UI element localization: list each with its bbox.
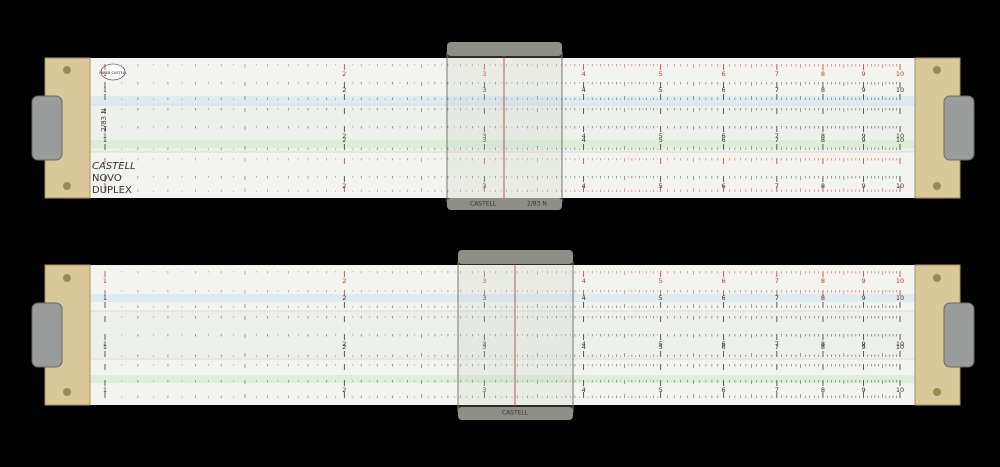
screw	[63, 182, 71, 190]
scale-number: 9	[862, 343, 866, 351]
scale-number: 2	[342, 277, 346, 285]
scale-number: 9	[862, 136, 866, 144]
screw	[63, 66, 71, 74]
page: FABER CASTELL 2/83 N CASTELL NOVO DUPLEX…	[0, 0, 1000, 467]
scale-number: 2	[342, 70, 346, 78]
scale-number: 2	[342, 86, 346, 94]
scale-number: 2	[342, 294, 346, 302]
scale-number: 10	[896, 277, 904, 285]
scale-number: 8	[821, 70, 825, 78]
scale-number: 7	[775, 136, 779, 144]
cursor-frame	[447, 42, 562, 56]
scale-number: 7	[775, 277, 779, 285]
clip	[32, 303, 62, 367]
cursor-label: 2/83 N	[527, 201, 547, 208]
scale-number: 4	[582, 294, 586, 302]
scale-number: 4	[582, 343, 586, 351]
scale-number: 1	[103, 86, 107, 94]
scale-number: 5	[659, 70, 663, 78]
screw	[63, 274, 71, 282]
scale-number: 5	[659, 277, 663, 285]
scale-number: 8	[821, 86, 825, 94]
scale-number: 1	[103, 70, 107, 78]
cursor-glass	[458, 262, 573, 412]
scale-number: 8	[821, 294, 825, 302]
cursor-label: CASTELL	[502, 410, 529, 417]
scale-number: 9	[862, 70, 866, 78]
cursor-frame	[458, 250, 573, 264]
scale-number: 7	[775, 294, 779, 302]
scale-number: 7	[775, 343, 779, 351]
scale-number: 6	[722, 136, 726, 144]
brand-name: CASTELL	[92, 161, 136, 172]
scale-number: 4	[582, 277, 586, 285]
scale-number: 9	[862, 294, 866, 302]
scale-number: 6	[722, 70, 726, 78]
scale-number: 6	[722, 294, 726, 302]
scale-number: 6	[722, 86, 726, 94]
brand-name: DUPLEX	[92, 185, 132, 196]
clip	[944, 96, 974, 160]
model-label: 2/83 N	[100, 108, 108, 131]
scale-number: 8	[821, 136, 825, 144]
scale-number: 9	[862, 86, 866, 94]
scale-number: 7	[775, 86, 779, 94]
scale-number: 5	[659, 86, 663, 94]
scale-number: 7	[775, 70, 779, 78]
bottom-cursor: CASTELL	[458, 250, 573, 420]
scale-number: 1	[103, 136, 107, 144]
scale-number: 9	[862, 277, 866, 285]
clip	[944, 303, 974, 367]
scale-number: 5	[659, 343, 663, 351]
scale-number: 5	[659, 294, 663, 302]
scale-number: 1	[103, 343, 107, 351]
scale-number: 4	[582, 70, 586, 78]
scale-number: 10	[896, 136, 904, 144]
clip	[32, 96, 62, 160]
scale-number: 8	[821, 343, 825, 351]
photo: FABER CASTELL 2/83 N CASTELL NOVO DUPLEX…	[0, 0, 1000, 467]
scale-number: 6	[722, 343, 726, 351]
screw	[933, 182, 941, 190]
screw	[933, 388, 941, 396]
scale-number: 1	[103, 294, 107, 302]
screw	[933, 66, 941, 74]
scale-number: 10	[896, 343, 904, 351]
cursor-label: CASTELL	[470, 201, 497, 208]
scale-number: 2	[342, 343, 346, 351]
top-cursor: CASTELL 2/83 N	[447, 42, 562, 210]
screw	[63, 388, 71, 396]
scale-number: 8	[821, 277, 825, 285]
scale-number: 10	[896, 86, 904, 94]
scale-number: 10	[896, 70, 904, 78]
scale-number: 10	[896, 294, 904, 302]
cursor-glass	[447, 52, 562, 202]
scale-number: 4	[582, 136, 586, 144]
screw	[933, 274, 941, 282]
scale-number: 5	[659, 136, 663, 144]
scale-number: 6	[722, 277, 726, 285]
scale-number: 4	[582, 86, 586, 94]
scale-number: 2	[342, 136, 346, 144]
scale-number: 1	[103, 277, 107, 285]
